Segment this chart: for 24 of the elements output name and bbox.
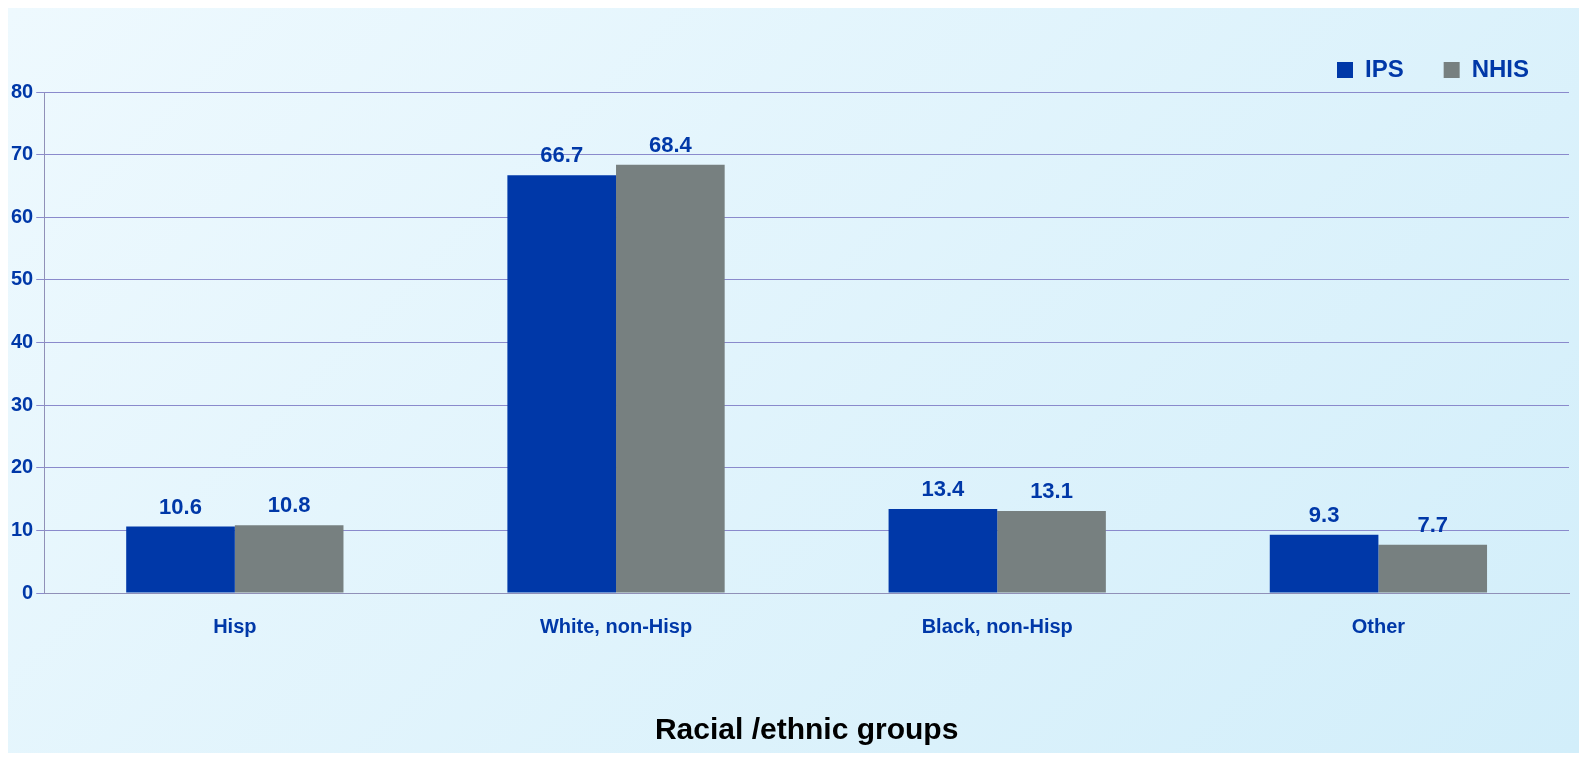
y-tick-label: 30: [11, 392, 34, 415]
y-tick-label: 80: [11, 79, 34, 102]
x-tick-label: Other: [1351, 614, 1406, 637]
y-tick-label: 50: [11, 267, 34, 290]
data-label: 68.4: [648, 131, 693, 157]
y-tick-label: 60: [11, 204, 34, 227]
x-tick-label: Hisp: [213, 614, 257, 637]
y-tick-label: 0: [22, 580, 34, 603]
legend-label: NHIS: [1471, 54, 1529, 82]
legend-label: IPS: [1364, 54, 1404, 82]
data-label: 10.6: [159, 493, 202, 519]
y-tick-label: 70: [11, 142, 34, 165]
x-tick-label: Black, non-Hisp: [921, 614, 1073, 637]
x-axis-title: Racial /ethnic groups: [654, 712, 959, 746]
data-label: 13.4: [921, 476, 966, 502]
y-tick-label: 10: [11, 517, 34, 540]
data-label: 7.7: [1417, 511, 1449, 537]
data-label: 10.8: [267, 492, 311, 518]
data-label: 9.3: [1308, 501, 1340, 527]
y-tick-label: 40: [11, 330, 34, 353]
data-label: 66.7: [540, 142, 584, 168]
data-label: 13.1: [1030, 478, 1073, 504]
y-tick-label: 20: [11, 455, 34, 478]
x-tick-label: White, non-Hisp: [539, 614, 693, 637]
